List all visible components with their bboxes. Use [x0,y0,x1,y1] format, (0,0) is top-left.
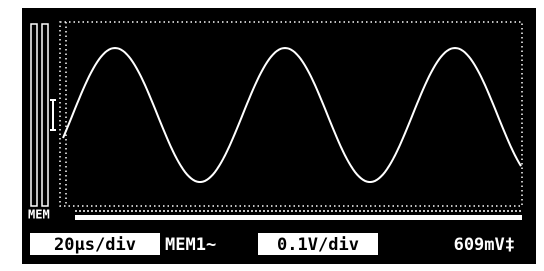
timebase: 20μs/div [54,235,136,255]
oscilloscope-screen: MEM 20μs/div MEM1~ 0.1V/div 609mV‡ [0,0,544,271]
lcd-background [22,8,536,264]
volts-per-div: 0.1V/div [277,235,359,255]
memory-bar [75,215,522,220]
page: body { margin: 0; background: #fff; widt… [0,0,544,271]
mem-label: MEM [28,208,50,222]
reading: 609mV‡ [454,235,515,255]
memory-slot: MEM1~ [165,235,216,255]
body: {"screen": {"mem_label": "MEM", "timebas… [0,0,544,271]
